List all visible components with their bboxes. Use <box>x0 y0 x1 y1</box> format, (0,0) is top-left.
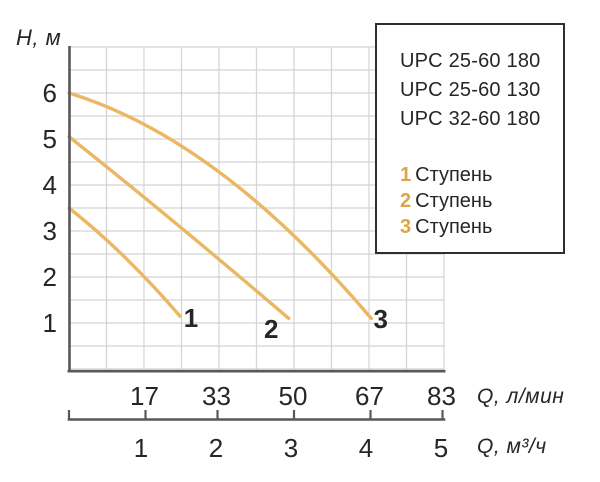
y-tick-label: 4 <box>43 170 57 200</box>
legend-stage-item: 3 Ступень <box>400 214 563 240</box>
pump-curve-1 <box>67 206 182 318</box>
x-tick-label-m3h: 4 <box>359 433 373 463</box>
legend-model: UPC 25-60 180 <box>400 50 541 72</box>
legend-model-list: UPC 25-60 180 UPC 25-60 130 UPC 32-60 18… <box>400 47 563 134</box>
x-tick-label-lmin: 17 <box>130 381 159 411</box>
legend-stage-item: 2 Ступень <box>400 188 563 214</box>
curve-stage-label-2: 2 <box>264 314 278 344</box>
y-axis-title: H, м <box>16 25 62 50</box>
axes <box>67 46 446 373</box>
stage-number: 2 <box>400 190 412 212</box>
legend-model: UPC 25-60 130 <box>400 79 541 101</box>
stage-label: Ступень <box>415 164 493 186</box>
x-tick-label-m3h: 3 <box>284 433 298 463</box>
legend-box: UPC 25-60 180 UPC 25-60 130 UPC 32-60 18… <box>375 23 565 254</box>
y-tick-label: 1 <box>43 308 57 338</box>
stage-label: Ступень <box>415 190 493 212</box>
y-tick-label: 5 <box>43 124 57 154</box>
x-tick-label-lmin: 33 <box>202 381 231 411</box>
x-tick-label-m3h: 5 <box>434 433 448 463</box>
stage-number: 1 <box>400 164 412 186</box>
legend-model: UPC 32-60 180 <box>400 108 541 130</box>
x-tick-label-lmin: 50 <box>279 381 308 411</box>
legend-stage-list: 1 Ступень 2 Ступень 3 Ступень <box>400 162 563 240</box>
pump-curve-2 <box>67 135 291 321</box>
y-tick-label: 3 <box>43 216 57 246</box>
x-tick-label-lmin: 83 <box>427 381 456 411</box>
flow-ruler <box>67 410 446 421</box>
curve-stage-label-3: 3 <box>374 304 388 334</box>
pump-curves <box>67 91 373 321</box>
stage-number: 3 <box>400 216 412 238</box>
stage-label: Ступень <box>415 216 493 238</box>
y-tick-label: 6 <box>43 78 57 108</box>
x-axis-title-m3h: Q, м³/ч <box>477 435 547 458</box>
tick-labels: 1 2 3 1 2 3 4 5 6 17 33 50 67 83 1 2 3 4 5 <box>43 78 456 463</box>
curve-stage-label-1: 1 <box>184 303 198 333</box>
x-tick-label-m3h: 2 <box>209 433 223 463</box>
x-tick-label-m3h: 1 <box>134 433 148 463</box>
y-tick-label: 2 <box>43 262 57 292</box>
x-tick-label-lmin: 67 <box>355 381 384 411</box>
pump-curve-3 <box>67 91 373 321</box>
legend-stage-item: 1 Ступень <box>400 162 563 188</box>
x-axis-title-lmin: Q, л/мин <box>477 385 565 408</box>
